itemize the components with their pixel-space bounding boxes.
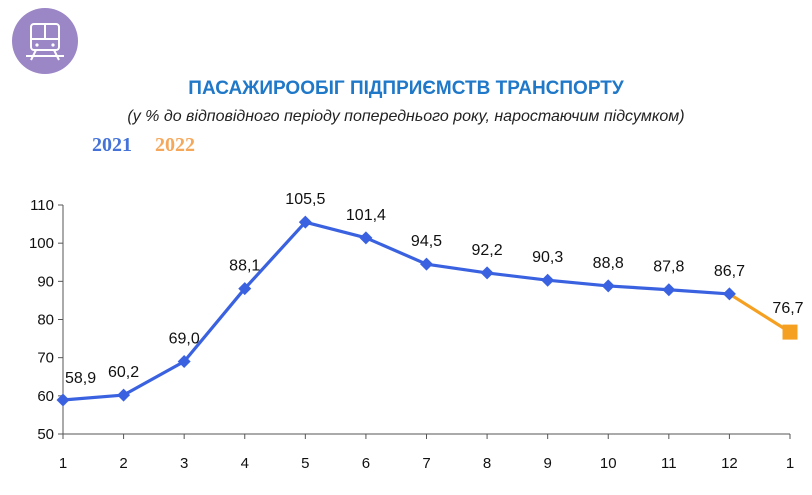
data-label: 92,2 [472, 242, 503, 259]
legend-item-2022: 2022 [155, 134, 195, 156]
series-line-2021 [62, 220, 730, 402]
x-tick-label: 9 [543, 455, 551, 472]
data-label: 88,8 [593, 255, 624, 272]
y-tick-label: 70 [37, 350, 54, 367]
chart-subtitle: (у % до відповідного періоду попередньог… [127, 108, 685, 125]
y-tick-label: 50 [37, 426, 54, 443]
data-label: 58,9 [65, 370, 96, 387]
data-point-2021 [420, 257, 433, 271]
x-tick-label: 11 [661, 455, 677, 472]
data-label: 101,4 [346, 207, 386, 224]
series-line-2022 [728, 292, 791, 334]
x-tick-label: 1 [786, 455, 794, 472]
data-label: 86,7 [714, 263, 745, 280]
x-tick-label: 3 [180, 455, 188, 472]
y-tick-label: 110 [30, 197, 54, 214]
data-point-2021 [601, 279, 615, 293]
data-point-2021 [662, 283, 676, 297]
data-point-2021 [177, 354, 191, 368]
x-tick-label: 2 [119, 455, 127, 472]
data-point-2021 [117, 388, 131, 402]
data-point-2021 [541, 273, 555, 287]
x-tick-label: 12 [721, 455, 738, 472]
x-tick-label: 10 [600, 455, 617, 472]
legend-item-2021: 2021 [92, 134, 132, 156]
y-tick-label: 60 [37, 388, 54, 405]
data-point-2021 [238, 282, 252, 296]
data-point-2021 [480, 266, 494, 280]
x-tick-label: 6 [362, 455, 370, 472]
y-tick-label: 90 [37, 273, 54, 290]
train-icon [12, 8, 78, 74]
data-point-2022 [782, 324, 798, 340]
data-label: 69,0 [169, 330, 200, 347]
data-label: 88,1 [229, 258, 260, 275]
y-tick-label: 100 [29, 235, 54, 252]
legend: 2021 2022 [92, 134, 213, 157]
x-tick-label: 7 [422, 455, 430, 472]
data-point-2021 [359, 231, 373, 245]
data-label: 90,3 [532, 249, 563, 266]
data-point-2021 [722, 287, 736, 301]
x-tick-label: 8 [483, 455, 491, 472]
x-tick-label: 4 [241, 455, 249, 472]
data-label: 76,7 [772, 300, 803, 317]
y-tick-label: 80 [37, 312, 54, 329]
data-label: 87,8 [653, 259, 684, 276]
data-label: 60,2 [108, 364, 139, 381]
x-tick-label: 5 [301, 455, 309, 472]
data-point-2021 [298, 215, 312, 229]
data-point-2021 [56, 393, 70, 407]
data-label: 105,5 [285, 191, 325, 208]
x-tick-label: 1 [59, 455, 67, 472]
chart-title: ПАСАЖИРООБІГ ПІДПРИЄМСТВ ТРАНСПОРТУ [188, 78, 624, 99]
data-label: 94,5 [411, 233, 442, 250]
